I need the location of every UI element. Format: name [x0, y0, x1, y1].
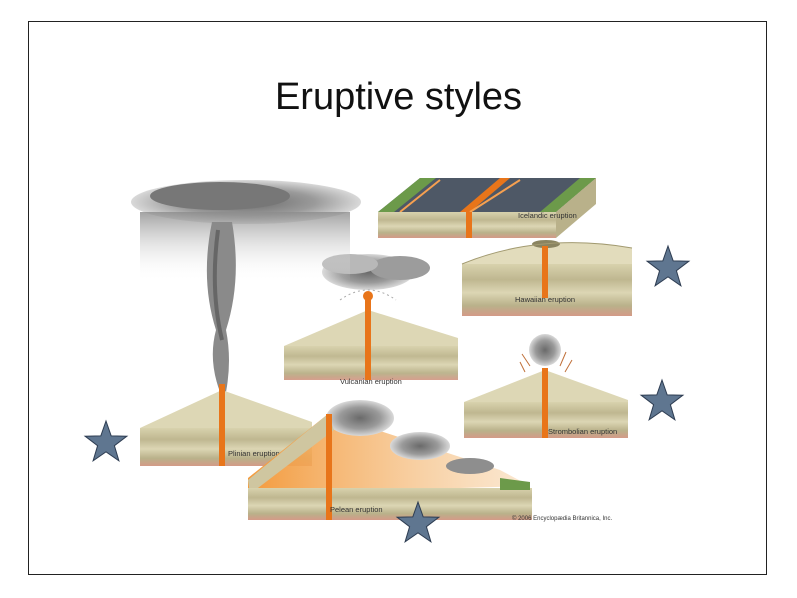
strombolian-block — [464, 334, 628, 438]
pelean-block — [248, 400, 532, 520]
label-pelean: Pelean eruption — [330, 505, 383, 514]
star-icon — [639, 378, 685, 422]
star-icon — [83, 419, 129, 463]
star-icon — [395, 500, 441, 544]
label-icelandic: Icelandic eruption — [518, 211, 577, 220]
hawaiian-block — [461, 240, 633, 316]
slide-title: Eruptive styles — [274, 76, 523, 118]
label-strombolian: Strombolian eruption — [548, 427, 617, 436]
label-hawaiian: Hawaiian eruption — [515, 295, 575, 304]
label-plinian: Plinian eruption — [228, 449, 280, 458]
star-icon — [645, 244, 691, 288]
icelandic-block — [378, 178, 596, 238]
plinian-block — [131, 180, 361, 466]
label-vulcanian: Vulcanian eruption — [340, 377, 402, 386]
copyright-credit: © 2006 Encyclopædia Britannica, Inc. — [512, 515, 612, 522]
